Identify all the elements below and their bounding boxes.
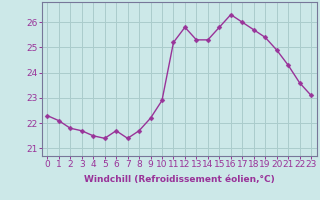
X-axis label: Windchill (Refroidissement éolien,°C): Windchill (Refroidissement éolien,°C)	[84, 175, 275, 184]
